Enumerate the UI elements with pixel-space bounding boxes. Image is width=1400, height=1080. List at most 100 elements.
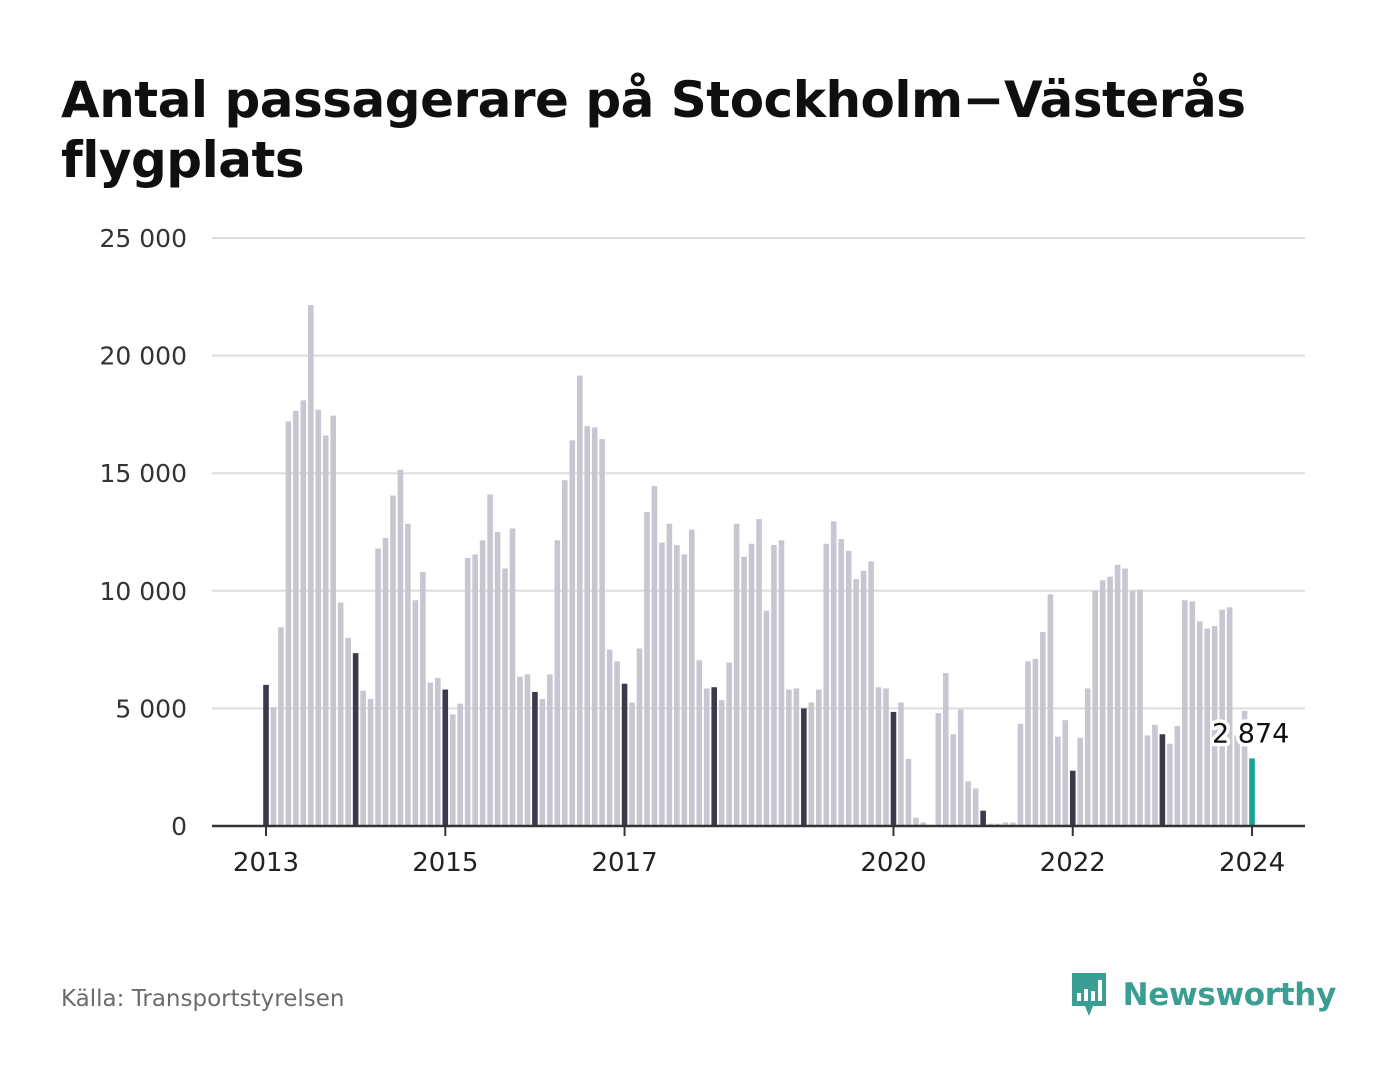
bar xyxy=(524,674,531,826)
bar xyxy=(449,714,456,826)
y-tick-label: 5 000 xyxy=(115,694,187,723)
bar xyxy=(502,568,508,826)
bar xyxy=(883,688,889,826)
bar xyxy=(606,649,613,826)
source-note: Källa: Transportstyrelsen xyxy=(61,986,345,1012)
bar xyxy=(786,689,792,826)
last-value-label: 2 874 xyxy=(1212,718,1289,749)
bar xyxy=(479,540,486,826)
bar xyxy=(1025,661,1031,826)
bar xyxy=(382,537,389,826)
bar xyxy=(1182,600,1188,826)
bar xyxy=(801,708,807,826)
bar xyxy=(1010,822,1016,826)
bar xyxy=(1167,743,1173,826)
bar xyxy=(845,550,852,826)
chart-title: Antal passagerare på Stockholm−Västerås … xyxy=(61,71,1246,189)
bar xyxy=(569,440,576,826)
brand-name: Newsworthy xyxy=(1122,977,1337,1013)
bar xyxy=(1137,589,1143,826)
bar xyxy=(1062,720,1069,826)
x-tick-label: 2022 xyxy=(1040,848,1106,878)
bar xyxy=(330,415,337,826)
bar xyxy=(957,709,964,826)
bar xyxy=(293,410,299,826)
bar xyxy=(1196,621,1203,826)
bar xyxy=(950,734,957,826)
bar xyxy=(1249,758,1255,826)
y-axis-ticks: 0 5 000 10 000 15 000 20 000 25 000 xyxy=(100,224,187,841)
bar xyxy=(360,690,366,826)
bar xyxy=(494,532,501,826)
bar xyxy=(1032,659,1039,826)
y-tick-label: 25 000 xyxy=(100,224,187,253)
bar xyxy=(1114,564,1121,826)
bar xyxy=(352,653,359,826)
x-tick-label: 2013 xyxy=(233,848,299,878)
bar xyxy=(442,689,449,826)
bar xyxy=(703,688,710,826)
bar xyxy=(427,682,434,826)
bar xyxy=(308,305,314,827)
bar xyxy=(457,703,464,826)
bar xyxy=(905,758,912,826)
bar xyxy=(718,700,725,826)
bar xyxy=(771,544,777,826)
bar xyxy=(644,512,650,826)
bar xyxy=(591,427,598,826)
bar xyxy=(733,523,740,826)
bar xyxy=(621,683,628,826)
bar xyxy=(1144,735,1151,826)
bar xyxy=(1040,631,1046,826)
bar xyxy=(808,702,815,826)
bar xyxy=(1204,628,1211,826)
bar xyxy=(337,602,344,826)
bar xyxy=(972,788,979,826)
bar xyxy=(1047,594,1054,826)
bar xyxy=(532,691,538,826)
bar xyxy=(1122,568,1128,826)
bar xyxy=(562,480,568,826)
bar xyxy=(913,817,919,826)
x-axis-ticks: 2013 2015 2017 2020 2022 2024 xyxy=(233,826,1285,878)
bar xyxy=(285,421,292,826)
bar xyxy=(853,579,859,826)
bar xyxy=(547,674,553,826)
bar xyxy=(726,662,732,826)
bar xyxy=(599,439,605,826)
bar xyxy=(263,684,269,826)
y-tick-label: 0 xyxy=(171,812,187,841)
bar xyxy=(651,486,658,826)
bar xyxy=(748,543,755,826)
bar xyxy=(674,544,680,826)
bar xyxy=(868,561,874,826)
bar xyxy=(920,822,927,826)
bar xyxy=(1099,580,1106,826)
bar xyxy=(390,495,396,826)
bar xyxy=(688,529,695,826)
bar xyxy=(838,539,844,826)
bar xyxy=(681,554,688,826)
bar xyxy=(1241,710,1248,826)
bar xyxy=(629,702,635,826)
bar xyxy=(1226,607,1233,826)
y-tick-label: 10 000 xyxy=(100,577,187,606)
bar xyxy=(517,676,523,826)
bar xyxy=(464,557,471,826)
bar xyxy=(1084,688,1091,826)
bar xyxy=(898,702,904,826)
newsworthy-logo-icon xyxy=(1071,973,1106,1016)
bar xyxy=(741,556,747,826)
bar xyxy=(666,523,673,826)
y-tick-label: 20 000 xyxy=(100,342,187,371)
bar xyxy=(367,698,374,826)
bar xyxy=(509,528,516,826)
bar xyxy=(1234,735,1240,826)
bar xyxy=(472,554,478,826)
bar xyxy=(935,713,942,826)
bar xyxy=(584,426,591,826)
bar xyxy=(696,660,703,826)
x-tick-label: 2024 xyxy=(1219,848,1285,878)
